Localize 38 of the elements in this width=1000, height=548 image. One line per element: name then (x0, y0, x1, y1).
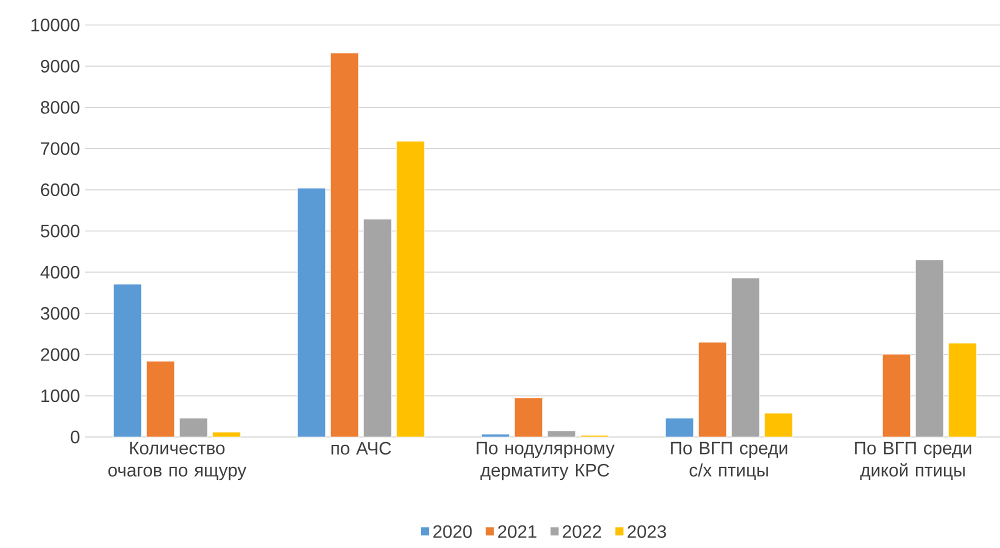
legend-label: 2023 (628, 525, 666, 538)
y-tick-label: 4000 (40, 266, 80, 279)
bar (297, 188, 326, 438)
bar (665, 418, 694, 438)
legend-label: 2020 (433, 525, 472, 538)
bar (396, 140, 425, 438)
y-tick-label: 3000 (40, 307, 80, 320)
x-tick-label: Количество очагов по ящуру (108, 442, 246, 480)
y-tick-label: 7000 (41, 142, 80, 155)
bar (179, 418, 208, 438)
bar (915, 260, 944, 438)
bar (882, 354, 911, 438)
x-tick-label: по АЧС (332, 442, 391, 455)
y-tick-label: 0 (70, 430, 80, 444)
bar (212, 432, 241, 438)
bar (547, 430, 576, 438)
y-tick-label: 1000 (41, 389, 80, 402)
bar (481, 434, 510, 438)
bar (764, 412, 793, 438)
x-tick-label: По ВГП среди с/х птицы (671, 442, 788, 480)
legend-label: 2022 (562, 525, 602, 538)
bar (113, 284, 142, 438)
bar (363, 218, 392, 438)
bar (731, 278, 760, 438)
y-tick-label: 6000 (41, 183, 80, 196)
legend-label: 2021 (498, 525, 536, 538)
y-tick-label: 10000 (31, 18, 80, 32)
bar (146, 360, 175, 438)
x-tick-label: По нодулярному дерматиту КРС (476, 442, 615, 480)
y-tick-label: 2000 (41, 348, 80, 361)
y-tick-label: 8000 (40, 101, 80, 114)
bar (948, 342, 977, 438)
y-tick-label: 5000 (40, 224, 80, 238)
bar (330, 52, 359, 438)
y-tick-label: 9000 (40, 60, 80, 73)
x-tick-label: По ВГП среди дикой птицы (855, 442, 972, 480)
bar (514, 398, 543, 438)
bar (698, 342, 727, 438)
